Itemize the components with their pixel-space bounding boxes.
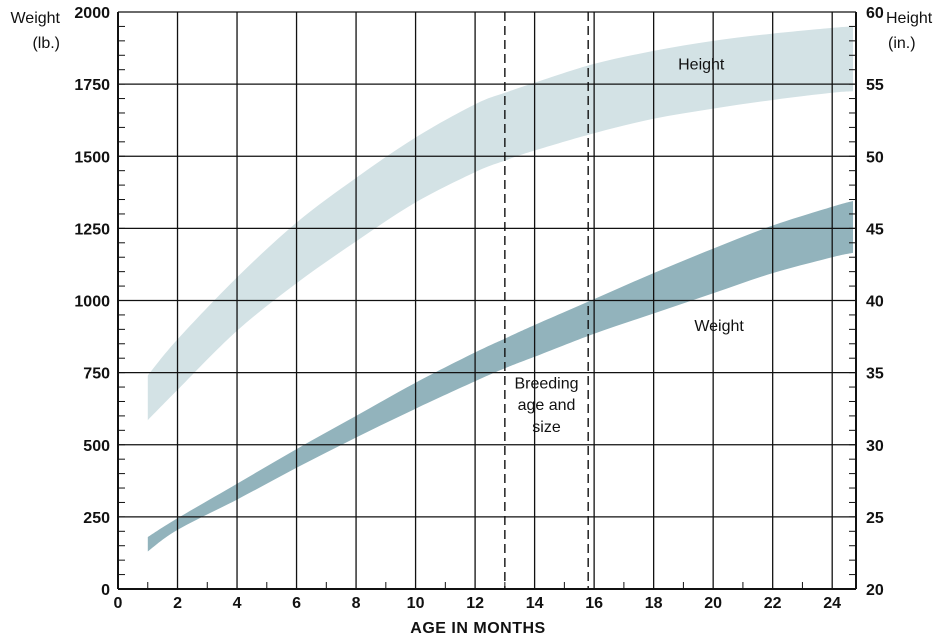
weight-band bbox=[147, 201, 854, 552]
x-axis-title: AGE IN MONTHS bbox=[410, 620, 545, 637]
x-tick-label: 12 bbox=[466, 595, 484, 612]
right-tick-label: 35 bbox=[866, 366, 884, 383]
x-tick-label: 6 bbox=[292, 595, 301, 612]
right-axis-title-line2: (in.) bbox=[888, 35, 916, 52]
right-tick-label: 60 bbox=[866, 5, 884, 22]
right-tick-label: 20 bbox=[866, 582, 884, 599]
x-tick-label: 2 bbox=[173, 595, 182, 612]
left-tick-label: 0 bbox=[101, 582, 110, 599]
weight-label: Weight bbox=[694, 318, 744, 335]
right-tick-label: 30 bbox=[866, 438, 884, 455]
x-tick-label: 22 bbox=[764, 595, 782, 612]
height-band bbox=[147, 26, 854, 421]
left-tick-label: 500 bbox=[83, 438, 110, 455]
x-tick-label: 0 bbox=[114, 595, 123, 612]
x-tick-label: 14 bbox=[526, 595, 544, 612]
right-axis-title-line1: Height bbox=[886, 10, 933, 27]
left-tick-label: 1750 bbox=[74, 77, 110, 94]
x-tick-label: 4 bbox=[233, 595, 242, 612]
left-axis-title-line2: (lb.) bbox=[32, 35, 60, 52]
x-tick-label: 24 bbox=[823, 595, 841, 612]
breeding-line1: Breeding bbox=[514, 375, 578, 392]
left-tick-label: 1000 bbox=[74, 294, 110, 311]
right-tick-label: 25 bbox=[866, 510, 884, 527]
height-label: Height bbox=[678, 57, 725, 74]
left-tick-label: 1250 bbox=[74, 221, 110, 238]
x-tick-label: 8 bbox=[352, 595, 361, 612]
right-tick-label: 55 bbox=[866, 77, 884, 94]
left-axis-title-line1: Weight bbox=[10, 10, 60, 27]
x-tick-label: 16 bbox=[585, 595, 603, 612]
breeding-line2: age and bbox=[518, 397, 576, 414]
left-tick-label: 250 bbox=[83, 510, 110, 527]
left-tick-label: 1500 bbox=[74, 149, 110, 166]
right-tick-label: 40 bbox=[866, 294, 884, 311]
right-tick-label: 50 bbox=[866, 149, 884, 166]
x-tick-label: 10 bbox=[407, 595, 425, 612]
left-tick-label: 2000 bbox=[74, 5, 110, 22]
right-tick-label: 45 bbox=[866, 221, 884, 238]
x-tick-label: 20 bbox=[704, 595, 722, 612]
x-tick-label: 18 bbox=[645, 595, 663, 612]
breeding-line3: size bbox=[532, 419, 561, 436]
left-tick-label: 750 bbox=[83, 366, 110, 383]
